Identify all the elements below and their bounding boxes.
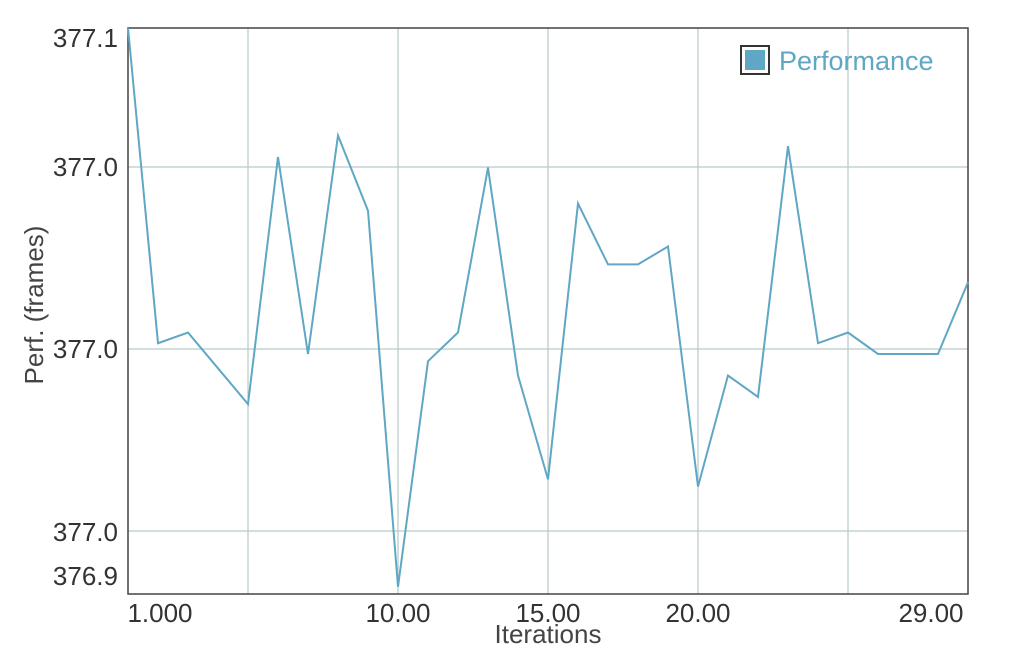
legend-label: Performance — [779, 46, 934, 76]
x-tick-label: 10.00 — [365, 598, 430, 628]
series-performance — [127, 27, 969, 587]
y-axis-ticks: 377.1 377.0 377.0 377.0 376.9 — [53, 23, 118, 591]
legend-swatch — [745, 50, 765, 70]
x-tick-label: 1.000 — [127, 598, 192, 628]
y-tick-label: 376.9 — [53, 561, 118, 591]
x-axis-ticks: 1.000 10.00 15.00 20.00 29.00 — [127, 598, 963, 628]
y-tick-label: 377.0 — [53, 334, 118, 364]
x-axis-label: Iterations — [495, 619, 602, 649]
grid-lines — [128, 28, 968, 594]
x-tick-label: 29.00 — [898, 598, 963, 628]
y-tick-label: 377.1 — [53, 23, 118, 53]
x-tick-label: 15.00 — [515, 598, 580, 628]
x-tick-label: 20.00 — [665, 598, 730, 628]
y-axis-label: Perf. (frames) — [19, 226, 49, 385]
y-tick-label: 377.0 — [53, 517, 118, 547]
legend: Performance — [740, 45, 934, 76]
plot-frame — [127, 27, 969, 595]
y-tick-label: 377.0 — [53, 152, 118, 182]
